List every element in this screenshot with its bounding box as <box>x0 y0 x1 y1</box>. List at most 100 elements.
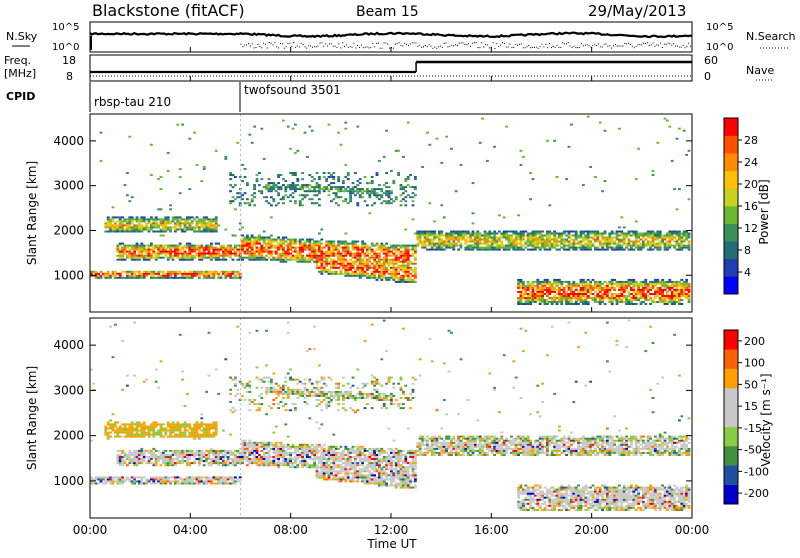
power-cell <box>532 235 535 237</box>
power-cell <box>388 186 391 188</box>
power-cell <box>222 247 225 249</box>
power-cell <box>587 249 590 251</box>
velocity-cell <box>208 450 211 452</box>
power-cell <box>582 303 585 305</box>
power-cell <box>640 289 643 291</box>
nsearch-point <box>410 43 411 44</box>
power-cell <box>114 226 117 228</box>
power-cell <box>227 273 230 275</box>
power-cell <box>640 239 643 241</box>
power-cell <box>128 253 131 255</box>
power-cell <box>229 275 232 277</box>
power-cell <box>220 271 223 273</box>
power-cell <box>671 283 674 285</box>
power-cell <box>325 241 328 243</box>
velocity-cell <box>196 423 199 425</box>
nsearch-point <box>577 47 578 48</box>
power-cell <box>599 301 602 303</box>
power-cell <box>424 243 427 245</box>
power-cell <box>524 243 527 245</box>
power-cell <box>606 245 609 247</box>
power-cell <box>172 226 175 228</box>
power-cell <box>275 204 278 206</box>
power-cell <box>409 255 412 257</box>
power-cell <box>404 259 407 261</box>
power-cell <box>311 257 314 259</box>
power-cell <box>440 239 443 241</box>
nsearch-point <box>408 45 409 46</box>
power-cell <box>556 283 559 285</box>
power-cell <box>263 196 266 198</box>
power-cell <box>229 245 232 247</box>
power-cell <box>688 233 691 235</box>
power-cell <box>248 239 251 241</box>
power-cell <box>215 222 218 224</box>
velocity-cell <box>128 432 131 434</box>
power-cell <box>680 237 683 239</box>
power-cell <box>592 285 595 287</box>
power-cell <box>599 289 602 291</box>
power-cell <box>644 245 647 247</box>
power-cell <box>671 297 674 299</box>
power-cell <box>517 214 520 216</box>
power-cell <box>596 283 599 285</box>
power-cell <box>205 216 208 218</box>
power-cell <box>678 243 681 245</box>
power-cell <box>212 277 215 279</box>
power-cell <box>328 188 331 190</box>
power-cell <box>553 245 556 247</box>
power-cell <box>678 247 681 249</box>
power-cell <box>342 200 345 202</box>
power-cell <box>618 249 621 251</box>
power-cell <box>380 196 383 198</box>
velocity-cell <box>124 432 127 434</box>
power-cell <box>385 255 388 257</box>
power-cell <box>95 271 98 273</box>
velocity-cell <box>208 423 211 425</box>
power-cell <box>635 285 638 287</box>
power-cell <box>318 186 321 188</box>
power-cell <box>632 295 635 297</box>
nsearch-point <box>560 47 561 48</box>
power-cell <box>455 239 458 241</box>
power-cell <box>577 295 580 297</box>
power-cell <box>203 277 206 279</box>
power-cell <box>457 237 460 239</box>
power-cell <box>683 233 686 235</box>
power-cell <box>119 218 122 220</box>
power-cell <box>656 283 659 285</box>
velocity-cell <box>234 454 237 456</box>
power-cell <box>520 281 523 283</box>
power-cell <box>474 247 477 249</box>
power-cell <box>656 239 659 241</box>
power-cell <box>464 235 467 237</box>
power-cell <box>162 222 165 224</box>
power-cell <box>373 277 376 279</box>
power-cell <box>402 265 405 267</box>
velocity-cell <box>210 458 213 460</box>
power-cell <box>469 233 472 235</box>
power-cell <box>649 235 652 237</box>
power-cell <box>344 261 347 263</box>
power-cell <box>623 287 626 289</box>
power-cell <box>320 271 323 273</box>
power-cell <box>498 239 501 241</box>
power-cell <box>368 267 371 269</box>
power-cell <box>356 180 359 182</box>
power-cell <box>522 156 525 158</box>
power-cell <box>332 259 335 261</box>
power-cell <box>522 293 525 295</box>
velocity-cell <box>119 478 122 480</box>
power-cell <box>253 186 256 188</box>
power-cell <box>227 251 230 253</box>
velocity-cell <box>169 423 172 425</box>
power-cell <box>680 287 683 289</box>
power-cell <box>572 249 575 251</box>
velocity-cell <box>136 426 139 428</box>
power-cell <box>116 245 119 247</box>
power-cell <box>378 271 381 273</box>
power-cell <box>330 251 333 253</box>
power-cell <box>536 297 539 299</box>
power-cell <box>325 245 328 247</box>
power-cell <box>664 243 667 245</box>
